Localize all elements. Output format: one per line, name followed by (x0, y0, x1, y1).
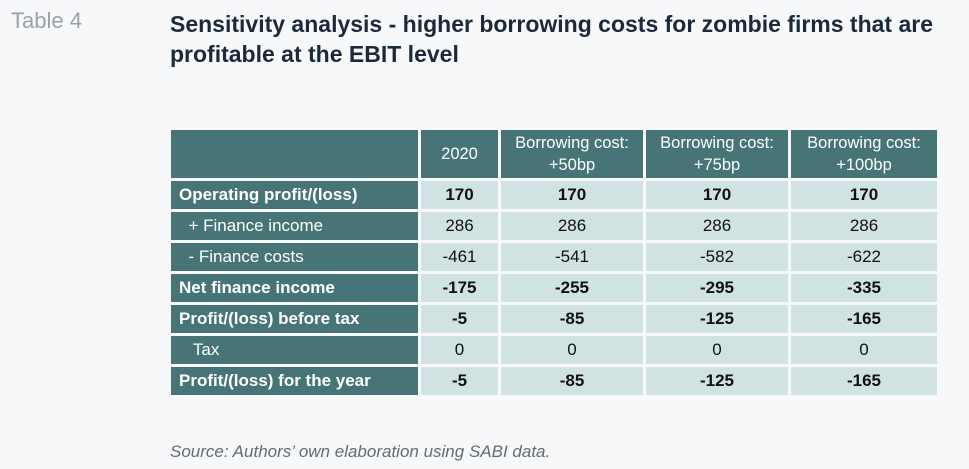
row-label: - Finance costs (171, 243, 418, 271)
table-cell: -5 (421, 367, 498, 395)
table-cell: -582 (646, 243, 788, 271)
table-cell: -541 (501, 243, 643, 271)
column-header-line: Borrowing cost: (807, 134, 921, 152)
table-cell: -255 (501, 274, 643, 302)
table-cell: -85 (501, 367, 643, 395)
table-cell: 170 (646, 181, 788, 209)
column-header-line: Borrowing cost: (515, 134, 629, 152)
table-row: - Finance costs -461 -541 -582 -622 (171, 243, 937, 271)
table-cell: -175 (421, 274, 498, 302)
column-header-line: +100bp (836, 156, 892, 174)
table-row: Tax 0 0 0 0 (171, 336, 937, 364)
column-header-line: Borrowing cost: (660, 134, 774, 152)
column-header-2020: 2020 (421, 130, 498, 178)
table-cell: 286 (791, 212, 937, 240)
table-row: Profit/(loss) before tax -5 -85 -125 -165 (171, 305, 937, 333)
column-header-line: +75bp (693, 156, 741, 174)
table-cell: -165 (791, 305, 937, 333)
table-cell: 0 (421, 336, 498, 364)
table-header-row: 2020 Borrowing cost: +50bp Borrowing cos… (171, 130, 937, 178)
table-cell: 0 (646, 336, 788, 364)
row-label: Profit/(loss) before tax (171, 305, 418, 333)
header-corner-cell (171, 130, 418, 178)
table-cell: -335 (791, 274, 937, 302)
table-cell: 170 (791, 181, 937, 209)
table-cell: 286 (501, 212, 643, 240)
row-label: Net finance income (171, 274, 418, 302)
table-cell: -295 (646, 274, 788, 302)
table-cell: 286 (646, 212, 788, 240)
row-label: Operating profit/(loss) (171, 181, 418, 209)
table-number: Table 4 (11, 8, 82, 33)
table-cell: 170 (501, 181, 643, 209)
table-cell: 0 (791, 336, 937, 364)
table-row: + Finance income 286 286 286 286 (171, 212, 937, 240)
column-header-100bp: Borrowing cost: +100bp (791, 130, 937, 178)
column-header-50bp: Borrowing cost: +50bp (501, 130, 643, 178)
table-cell: -5 (421, 305, 498, 333)
table-cell: 286 (421, 212, 498, 240)
table-row: Net finance income -175 -255 -295 -335 (171, 274, 937, 302)
table-cell: 0 (501, 336, 643, 364)
table-cell: -622 (791, 243, 937, 271)
column-header-75bp: Borrowing cost: +75bp (646, 130, 788, 178)
source-note: Source: Authors’ own elaboration using S… (170, 442, 551, 461)
table-body: Operating profit/(loss) 170 170 170 170 + Fi… (171, 181, 937, 395)
column-header-line: 2020 (441, 145, 478, 163)
table-cell: -461 (421, 243, 498, 271)
row-label: Profit/(loss) for the year (171, 367, 418, 395)
table-cell: 170 (421, 181, 498, 209)
table-cell: -85 (501, 305, 643, 333)
table-cell: -125 (646, 305, 788, 333)
table-row: Operating profit/(loss) 170 170 170 170 (171, 181, 937, 209)
page-title: Sensitivity analysis - higher borrowing … (170, 11, 934, 67)
table-row: Profit/(loss) for the year -5 -85 -125 -165 (171, 367, 937, 395)
sensitivity-table: 2020 Borrowing cost: +50bp Borrowing cos… (168, 127, 940, 398)
column-header-line: +50bp (548, 156, 596, 174)
table-cell: -125 (646, 367, 788, 395)
row-label: + Finance income (171, 212, 418, 240)
table-cell: -165 (791, 367, 937, 395)
row-label: Tax (171, 336, 418, 364)
